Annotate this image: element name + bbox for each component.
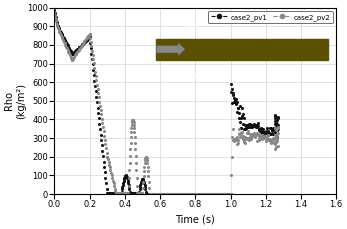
- case2_pv1: [257, 127, 261, 130]
- case2_pv2: [52, 11, 57, 14]
- Text: pv1: pv1: [185, 74, 198, 79]
- case2_pv1: [52, 9, 57, 12]
- case2_pv2: [205, 192, 210, 195]
- X-axis label: Time (s): Time (s): [176, 215, 215, 225]
- case2_pv2: [179, 192, 183, 195]
- case2_pv1: [164, 192, 168, 195]
- case2_pv1: [144, 193, 148, 195]
- case2_pv2: [165, 192, 169, 195]
- Line: case2_pv1: case2_pv1: [53, 10, 279, 195]
- case2_pv2: [87, 32, 92, 35]
- case2_pv1: [58, 29, 62, 32]
- case2_pv2: [276, 127, 280, 130]
- case2_pv1: [95, 101, 99, 104]
- case2_pv1: [152, 192, 156, 195]
- case2_pv1: [241, 123, 245, 126]
- case2_pv2: [232, 139, 236, 142]
- case2_pv2: [134, 169, 138, 172]
- case2_pv1: [276, 128, 280, 131]
- Y-axis label: Rho
(kg/m²): Rho (kg/m²): [4, 83, 26, 119]
- FancyArrow shape: [156, 42, 185, 56]
- Text: pv2: pv2: [185, 22, 198, 28]
- Legend: case2_pv1, case2_pv2: case2_pv1, case2_pv2: [208, 11, 333, 23]
- Bar: [156, 39, 328, 60]
- Line: case2_pv2: case2_pv2: [53, 11, 279, 195]
- case2_pv2: [147, 193, 152, 195]
